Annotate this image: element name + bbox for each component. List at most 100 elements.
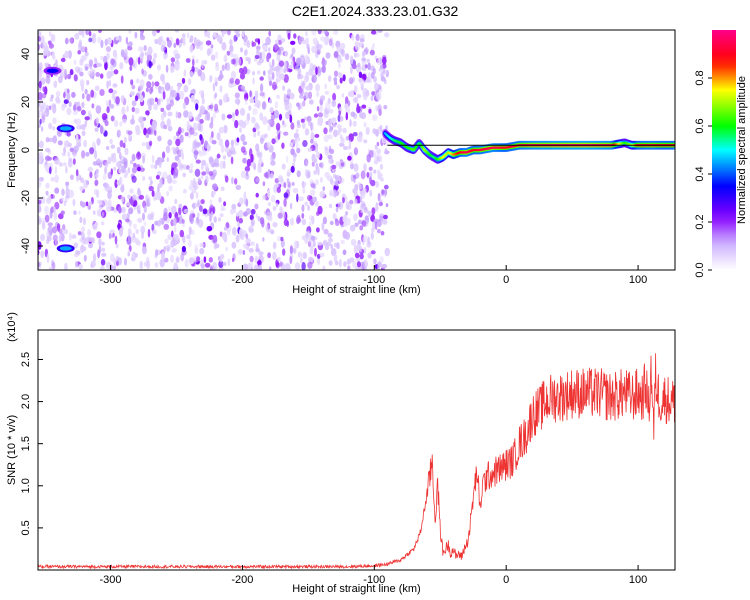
noise-speckle: [160, 113, 165, 121]
noise-speckle: [157, 183, 163, 188]
noise-speckle: [337, 128, 341, 136]
noise-speckle: [151, 190, 155, 197]
noise-speckle: [334, 218, 339, 223]
noise-speckle: [366, 58, 370, 63]
noise-speckle: [50, 176, 55, 182]
noise-speckle: [203, 59, 208, 65]
noise-speckle: [84, 66, 89, 71]
noise-speckle: [45, 182, 50, 189]
noise-speckle: [250, 241, 255, 246]
noise-speckle: [290, 40, 296, 46]
noise-speckle: [163, 223, 170, 230]
noise-speckle: [266, 141, 272, 149]
noise-speckle: [124, 48, 128, 58]
noise-speckle: [312, 196, 316, 203]
noise-speckle: [267, 169, 271, 177]
noise-speckle: [278, 113, 283, 121]
noise-speckle: [294, 262, 301, 270]
noise-speckle: [349, 224, 356, 232]
noise-speckle: [226, 114, 233, 119]
noise-speckle: [184, 258, 189, 268]
noise-speckle: [307, 147, 312, 152]
noise-speckle: [120, 75, 124, 84]
noise-speckle: [90, 263, 94, 268]
noise-speckle: [98, 30, 102, 34]
noise-speckle: [147, 228, 151, 238]
noise-speckle: [255, 192, 259, 198]
noise-speckle: [59, 227, 63, 237]
noise-speckle: [350, 34, 355, 41]
noise-speckle: [73, 242, 79, 249]
noise-speckle: [39, 105, 44, 113]
x-tick-label: 100: [629, 274, 647, 286]
noise-speckle: [274, 101, 278, 109]
noise-speckle: [149, 140, 153, 147]
noise-speckle: [358, 71, 363, 79]
noise-speckle: [173, 167, 179, 176]
noise-speckle: [234, 92, 240, 99]
noise-speckle: [113, 69, 119, 75]
noise-speckle: [149, 97, 155, 106]
noise-speckle: [141, 231, 145, 240]
noise-speckle: [99, 200, 103, 206]
noise-speckle: [200, 263, 205, 269]
noise-speckle: [171, 205, 177, 215]
noise-speckle: [160, 44, 166, 52]
noise-speckle: [209, 122, 214, 129]
noise-speckle: [232, 58, 236, 65]
noise-speckle: [238, 209, 244, 218]
noise-speckle: [210, 54, 216, 61]
noise-speckle: [264, 133, 268, 138]
noise-speckle: [47, 162, 51, 167]
noise-speckle: [127, 234, 131, 242]
noise-speckle: [65, 182, 69, 190]
noise-speckle: [192, 58, 195, 67]
noise-speckle: [154, 38, 159, 45]
noise-speckle: [308, 256, 314, 263]
noise-speckle: [51, 261, 56, 270]
noise-speckle: [40, 126, 44, 132]
snr-line: [38, 353, 675, 570]
noise-speckle: [374, 55, 378, 60]
noise-speckle: [70, 174, 74, 180]
noise-speckle: [156, 30, 161, 33]
noise-speckle: [47, 156, 53, 161]
noise-speckle: [101, 221, 105, 226]
noise-speckle: [179, 229, 185, 238]
noise-speckle: [209, 199, 213, 206]
noise-speckle: [248, 225, 254, 233]
noise-speckle: [322, 240, 327, 247]
noise-speckle: [297, 251, 302, 258]
y-tick-label: -20: [20, 190, 32, 206]
colorbar-tick-label: 0.2: [694, 214, 706, 229]
noise-speckle: [120, 195, 125, 203]
noise-speckle: [232, 226, 237, 236]
noise-speckle: [81, 201, 87, 208]
noise-speckle: [119, 140, 124, 148]
noise-speckle: [211, 191, 216, 196]
noise-speckle: [297, 214, 301, 220]
noise-speckle: [132, 194, 137, 201]
x-tick-label: -100: [363, 574, 385, 586]
noise-speckle: [79, 216, 83, 223]
noise-speckle: [139, 164, 144, 173]
noise-speckle: [199, 242, 205, 248]
noise-speckle: [212, 82, 216, 92]
noise-speckle: [96, 62, 102, 68]
noise-speckle: [334, 175, 338, 181]
noise-speckle: [135, 128, 141, 136]
noise-speckle: [74, 32, 80, 40]
noise-speckle: [281, 142, 285, 149]
noise-speckle: [314, 247, 317, 257]
noise-speckle: [88, 59, 93, 67]
noise-speckle: [245, 233, 249, 239]
noise-speckle: [199, 118, 204, 124]
noise-speckle: [69, 232, 72, 242]
x-tick-label: -200: [231, 574, 253, 586]
noise-speckle: [221, 30, 225, 38]
noise-speckle: [165, 244, 171, 251]
noise-speckle: [245, 208, 251, 215]
noise-speckle: [139, 260, 143, 270]
noise-speckle: [192, 122, 199, 131]
noise-speckle: [156, 191, 162, 201]
